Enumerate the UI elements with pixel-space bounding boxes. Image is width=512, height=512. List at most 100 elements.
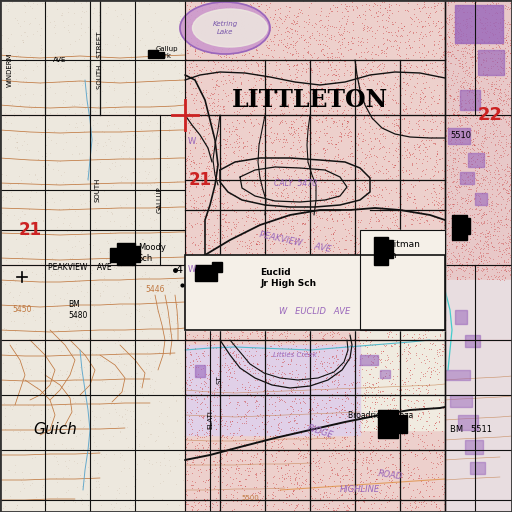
Point [362,159,370,167]
Point [371,158,379,166]
Point [287,385,295,393]
Point [108,210,116,218]
Point [392,83,400,92]
Point [313,266,322,274]
Point [446,151,455,159]
Point [205,431,214,439]
Point [494,138,502,146]
Point [155,397,163,406]
Point [299,264,307,272]
Point [293,156,302,164]
Point [498,109,506,117]
Point [466,235,474,243]
Point [347,494,355,502]
Point [258,332,266,340]
Point [492,18,500,26]
Point [155,348,163,356]
Point [278,258,286,266]
Point [0,224,5,232]
Point [506,191,512,200]
Point [321,148,329,156]
Point [220,362,228,371]
Point [423,278,431,286]
Point [233,410,241,418]
Point [414,207,422,215]
Text: BM   5511: BM 5511 [450,425,492,435]
Point [359,113,368,121]
Point [221,217,229,225]
Point [439,230,447,238]
Point [221,317,229,325]
Point [291,20,299,28]
Point [204,502,212,510]
Point [330,433,338,441]
Point [125,503,134,511]
Point [413,1,421,9]
Point [190,498,198,506]
Point [340,450,348,458]
Point [311,202,319,210]
Point [224,320,232,328]
Point [462,32,471,40]
Point [380,47,388,55]
Point [231,464,240,473]
Point [222,62,230,70]
Point [297,85,305,93]
Point [335,438,344,446]
Point [23,364,31,372]
Point [311,494,319,502]
Point [200,495,208,503]
Point [210,106,218,114]
Point [183,63,191,71]
Point [209,49,218,57]
Point [505,196,512,204]
Point [254,66,262,74]
Point [212,290,220,298]
Point [301,377,309,386]
Point [303,122,311,131]
Point [252,508,261,512]
Point [263,428,271,436]
Point [109,244,117,252]
Point [337,472,346,480]
Point [292,191,300,199]
Point [240,45,248,53]
Point [449,23,457,31]
Point [200,347,208,355]
Point [324,93,332,101]
Point [437,117,445,125]
Point [282,413,290,421]
Point [382,148,390,156]
Point [469,112,477,120]
Point [291,359,300,368]
Point [454,112,462,120]
Point [224,274,232,282]
Point [481,71,489,79]
Point [130,482,138,490]
Point [253,358,261,367]
Point [42,389,50,397]
Point [470,266,478,274]
Point [243,213,251,221]
Point [461,96,469,104]
Point [241,386,249,394]
Point [417,167,425,175]
Point [331,270,339,279]
Point [82,0,90,6]
Point [106,217,115,225]
Point [407,310,415,318]
Point [263,224,271,232]
Point [389,277,397,285]
Point [213,281,221,289]
Point [241,456,249,464]
Point [330,243,338,251]
Point [184,430,193,438]
Point [418,314,426,323]
Point [375,387,383,395]
Point [262,436,270,444]
Point [326,277,334,285]
Point [306,158,314,166]
Point [417,86,425,94]
Point [338,361,347,370]
Point [166,104,175,112]
